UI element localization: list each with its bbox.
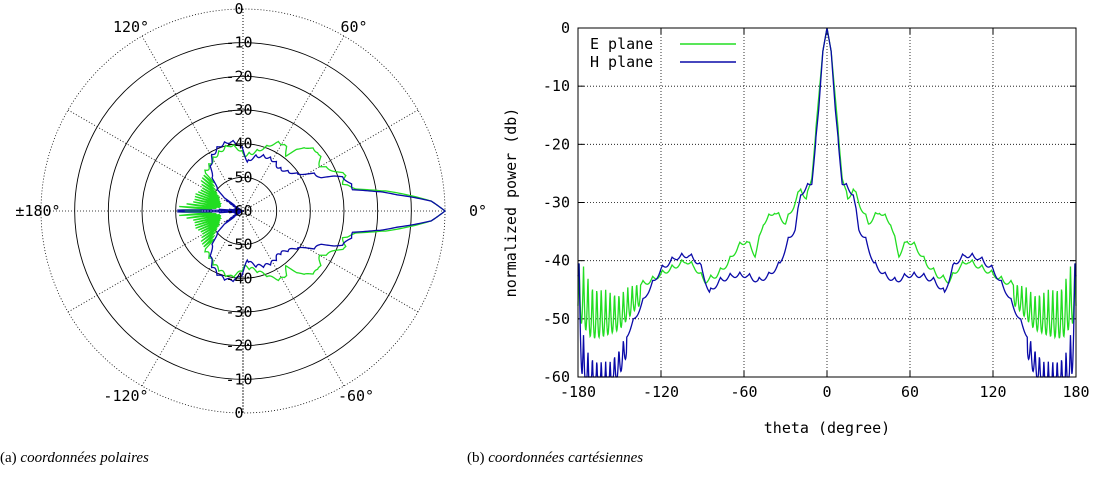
- radial-tick-label-top: 0: [234, 0, 243, 18]
- caption-a-text: coordonnées polaires: [20, 450, 149, 466]
- angle-label: 60°: [340, 18, 367, 36]
- x-tick-label: -180: [560, 383, 596, 401]
- radial-tick-label-top: -20: [225, 67, 252, 85]
- x-tick-label: 180: [1062, 383, 1089, 401]
- polar-chart: 0 0 -10 -10 -20 -20 -30 -30 -40 -40 -50 -50 -60 0° 60°…: [15, 0, 487, 422]
- angle-label: -60°: [338, 387, 374, 405]
- legend-label: H plane: [590, 53, 653, 71]
- x-tick-label: -120: [643, 383, 679, 401]
- y-axis-label: normalized power (db): [502, 108, 520, 298]
- y-tick-label: 0: [561, 19, 570, 37]
- radial-tick-label-top: -50: [225, 168, 252, 186]
- radial-tick-label-bottom: -50: [225, 236, 252, 254]
- angle-label: 120°: [113, 18, 149, 36]
- polar-ring: [175, 143, 311, 279]
- radial-tick-label-bottom: -30: [225, 303, 252, 321]
- polar-series-line: [177, 139, 447, 283]
- x-tick-label: -60: [730, 383, 757, 401]
- caption-a-tag: (a): [0, 450, 17, 466]
- polar-series-line: [177, 140, 447, 282]
- plot-frame: [577, 27, 1077, 378]
- radial-tick-label-top: -60: [225, 202, 252, 220]
- caption-b-tag: (b): [467, 450, 485, 466]
- x-tick-label: 0: [822, 383, 831, 401]
- x-axis-label: theta (degree): [764, 419, 890, 437]
- y-tick-label: -50: [543, 310, 570, 328]
- x-tick-label: 60: [901, 383, 919, 401]
- radial-tick-label-bottom: -40: [225, 269, 252, 287]
- cartesian-chart: -180 -120 -60 0 60 120 1800-10-20-30-40-50-60 …: [502, 19, 1090, 437]
- caption-b: (b) coordonnées cartésiennes: [467, 450, 643, 467]
- y-tick-label: -60: [543, 368, 570, 386]
- y-tick-label: -20: [543, 135, 570, 153]
- y-tick-label: -30: [543, 194, 570, 212]
- radial-tick-label-top: -10: [225, 34, 252, 52]
- angle-label: ±180°: [15, 202, 60, 220]
- x-tick-label: 120: [979, 383, 1006, 401]
- tick-labels: -180 -120 -60 0 60 120 180 0 -10 -20 -30 -40 -50 -60: [543, 19, 1090, 401]
- radial-tick-label-bottom: -10: [225, 370, 252, 388]
- polar-labels: 0 0 -10 -10 -20 -20 -30 -30 -40 -40 -50 -50 -60 0° 60°…: [15, 0, 487, 422]
- polar-series-group: [177, 139, 447, 283]
- radial-tick-label-top: -40: [225, 135, 252, 153]
- caption-b-text: coordonnées cartésiennes: [488, 450, 644, 466]
- series-line-e-plane: [577, 27, 1077, 340]
- radial-tick-label-bottom: -20: [225, 337, 252, 355]
- y-tick-label: -40: [543, 252, 570, 270]
- angle-label: -120°: [103, 387, 148, 405]
- cartesian-grid: [577, 27, 1077, 378]
- legend-label: E plane: [590, 35, 653, 53]
- radial-tick-label-bottom: 0: [234, 404, 243, 422]
- y-tick-label: -10: [543, 77, 570, 95]
- caption-a: (a) coordonnées polaires: [0, 450, 149, 467]
- angle-label: 0°: [469, 202, 487, 220]
- radial-tick-label-top: -30: [225, 101, 252, 119]
